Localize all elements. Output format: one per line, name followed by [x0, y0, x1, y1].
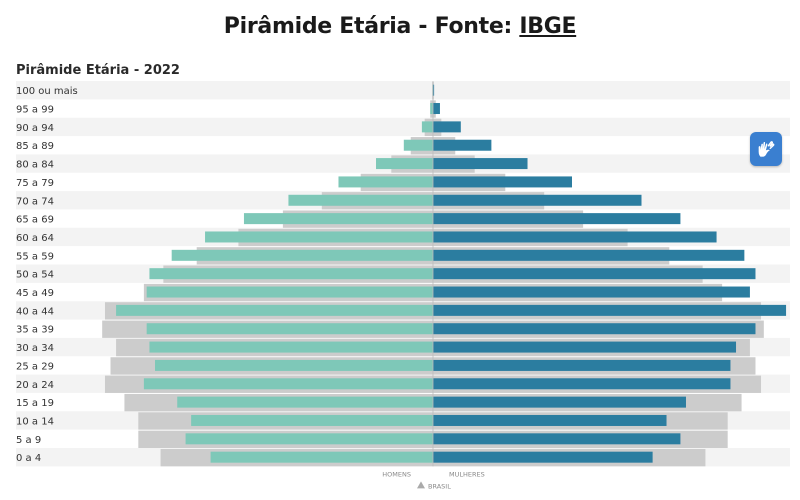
bar-mulheres — [433, 176, 572, 188]
bar-mulheres — [433, 414, 667, 426]
bar-homens — [288, 194, 433, 206]
age-tick-label: 95 a 99 — [16, 105, 54, 116]
bar-mulheres — [433, 84, 435, 96]
bar-homens — [210, 451, 433, 463]
bar-mulheres — [433, 158, 528, 170]
bar-mulheres — [433, 433, 681, 445]
age-tick-label: 70 a 74 — [16, 196, 54, 207]
chart-title: Pirâmide Etária - 2022 — [16, 63, 180, 78]
age-tick-label: 25 a 29 — [16, 361, 54, 372]
age-tick-label: 60 a 64 — [16, 233, 54, 244]
age-tick-label: 45 a 49 — [16, 288, 54, 299]
age-tick-label: 0 a 4 — [16, 453, 41, 464]
age-tick-label: 85 a 89 — [16, 141, 54, 152]
bar-homens — [177, 396, 433, 408]
bar-mulheres — [433, 378, 731, 390]
bar-mulheres — [433, 194, 642, 206]
bar-mulheres — [433, 231, 717, 243]
bar-homens — [155, 359, 433, 371]
bar-homens — [243, 213, 433, 225]
bar-homens — [205, 231, 433, 243]
age-tick-label: 5 a 9 — [16, 435, 41, 446]
bar-homens — [185, 433, 433, 445]
bar-mulheres — [433, 396, 686, 408]
bar-mulheres — [433, 304, 787, 316]
bar-homens — [146, 286, 433, 298]
age-tick-label: 55 a 59 — [16, 251, 54, 262]
page-title-text: Pirâmide Etária - Fonte: — [223, 14, 520, 39]
bar-mulheres — [433, 139, 492, 151]
age-tick-label: 40 a 44 — [16, 306, 54, 317]
legend-mulheres-label: MULHERES — [449, 470, 485, 478]
bar-mulheres — [433, 249, 745, 261]
age-tick-label: 65 a 69 — [16, 215, 54, 226]
age-tick-label: 30 a 34 — [16, 343, 54, 354]
bar-homens — [376, 158, 433, 170]
row-stripe — [16, 117, 790, 137]
age-tick-label: 75 a 79 — [16, 178, 54, 189]
bar-mulheres — [433, 121, 461, 133]
age-tick-label: 20 a 24 — [16, 380, 54, 391]
row-stripe — [16, 81, 790, 100]
bar-homens — [149, 341, 433, 353]
bar-homens — [191, 414, 433, 426]
legend-homens-label: HOMENS — [382, 470, 411, 478]
age-tick-label: 100 ou mais — [16, 86, 78, 97]
libras-accessibility-button[interactable] — [750, 132, 782, 166]
hands-sign-language-icon — [758, 141, 775, 158]
age-tick-label: 15 a 19 — [16, 398, 54, 409]
bar-homens — [146, 323, 433, 335]
age-tick-label: 10 a 14 — [16, 416, 54, 427]
bar-homens — [421, 121, 433, 133]
bar-homens — [171, 249, 433, 261]
bar-homens — [338, 176, 433, 188]
age-tick-label: 50 a 54 — [16, 270, 54, 281]
bar-mulheres — [433, 213, 681, 225]
bar-mulheres — [433, 323, 756, 335]
legend-brasil-triangle — [417, 481, 425, 489]
ibge-source-link[interactable]: IBGE — [519, 14, 577, 39]
bar-mulheres — [433, 268, 756, 280]
page-title: Pirâmide Etária - Fonte: IBGE — [0, 14, 800, 39]
bar-mulheres — [433, 451, 653, 463]
bar-homens — [403, 139, 433, 151]
age-tick-label: 80 a 84 — [16, 160, 54, 171]
age-tick-label: 90 a 94 — [16, 123, 54, 134]
bar-homens — [430, 103, 433, 115]
bar-mulheres — [433, 341, 737, 353]
legend-brasil-label: BRASIL — [428, 482, 451, 490]
bar-mulheres — [433, 359, 731, 371]
bar-homens — [149, 268, 433, 280]
age-tick-label: 35 a 39 — [16, 325, 54, 336]
bar-homens — [116, 304, 433, 316]
bar-mulheres — [433, 103, 440, 115]
bar-mulheres — [433, 286, 750, 298]
bar-homens — [143, 378, 433, 390]
